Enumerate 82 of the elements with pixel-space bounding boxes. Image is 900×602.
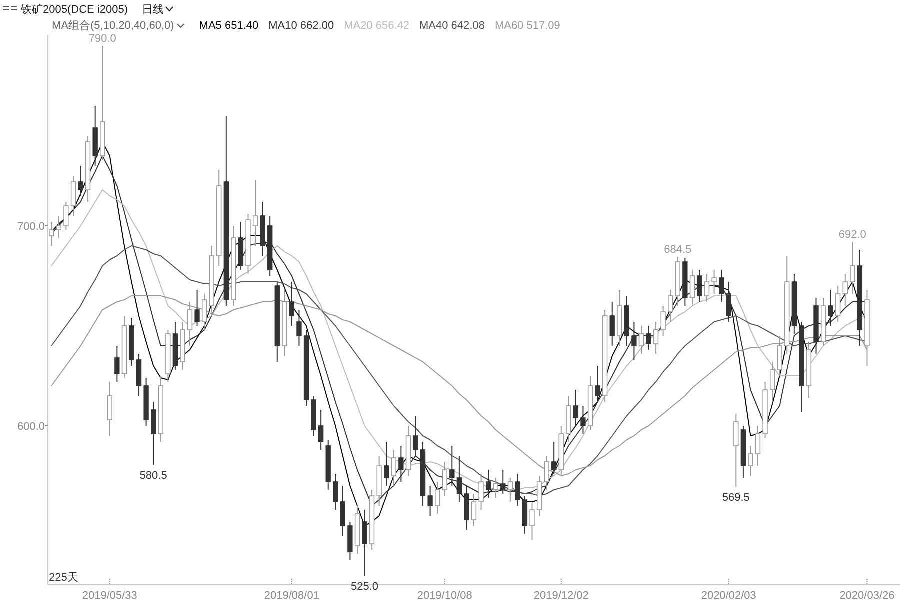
candlestick <box>442 462 448 496</box>
candlestick <box>151 402 156 466</box>
text: MA40 642.08 <box>420 20 485 32</box>
candlestick <box>712 270 717 294</box>
annotation: 684.5 <box>664 244 692 256</box>
candlestick <box>428 486 433 516</box>
candlestick <box>296 310 302 346</box>
candlestick <box>486 470 492 498</box>
x-tick-label: 2019/05/33 <box>82 590 138 602</box>
candlestick <box>690 270 696 306</box>
candlestick <box>391 450 396 486</box>
text: MA5 651.40 <box>199 20 259 32</box>
annotation: 790.0 <box>88 33 116 45</box>
candlestick <box>107 382 112 436</box>
candlestick <box>668 290 674 322</box>
candlestick <box>194 290 200 326</box>
text: MA60 517.09 <box>494 20 560 32</box>
candlestick <box>413 416 418 456</box>
candlestick <box>632 322 637 360</box>
chart-subtitle: 日线 <box>142 3 164 16</box>
candlestick <box>770 362 776 402</box>
candlestick <box>508 478 513 502</box>
annotation: 225天 <box>49 572 78 584</box>
candlestick <box>836 286 841 322</box>
annotation: 692.0 <box>838 229 866 241</box>
candlestick <box>704 274 710 302</box>
candlestick <box>471 494 477 526</box>
x-tick-label: 2019/12/02 <box>534 590 589 602</box>
candlestick <box>78 166 84 196</box>
candlestick <box>49 222 54 246</box>
candlestick <box>478 474 484 510</box>
x-tick-label: 2019/10/08 <box>417 590 472 602</box>
candlestick <box>384 442 390 486</box>
candlestick <box>456 456 462 502</box>
y-tick-label: 700.0 <box>17 221 45 233</box>
text: MA10 662.00 <box>268 20 334 32</box>
candlestick <box>610 302 615 346</box>
candlestick <box>318 410 324 450</box>
candlestick <box>450 446 455 486</box>
candlestick <box>552 442 557 474</box>
chart-title: 铁矿2005(DCE i2005) <box>20 3 128 16</box>
candlestick <box>660 306 666 336</box>
candlestick <box>289 282 295 326</box>
candlestick <box>64 202 69 230</box>
candlestick <box>333 474 338 510</box>
legend-title: MA组合(5,10,20,40,60,0) <box>52 19 174 32</box>
candlestick <box>573 390 579 426</box>
annotation: 569.5 <box>722 492 750 504</box>
candlestick <box>734 414 739 488</box>
candlestick <box>340 486 346 536</box>
candlestick <box>252 180 258 246</box>
y-tick-label: 600.0 <box>17 421 45 433</box>
candlestick <box>842 274 848 306</box>
candlestick <box>777 336 782 376</box>
annotation: 580.5 <box>140 470 168 482</box>
x-tick-label: 2020/03/26 <box>840 590 895 602</box>
candlestick <box>828 290 834 326</box>
candlestick <box>493 478 498 498</box>
candlestick <box>114 346 120 382</box>
candlestick <box>719 270 724 302</box>
candlestick <box>530 502 535 540</box>
x-tick-label: 2019/08/01 <box>264 590 320 602</box>
candlestick <box>580 406 586 434</box>
candlestick <box>500 470 506 494</box>
candlestick <box>187 302 193 346</box>
annotation: 525.0 <box>351 581 379 593</box>
candlestick <box>362 510 368 576</box>
candlestick <box>398 446 404 482</box>
candlestick <box>638 326 644 354</box>
x-tick-label: 2020/02/03 <box>701 590 756 602</box>
candlestick <box>653 322 659 354</box>
candlestick <box>850 242 856 294</box>
candlestick <box>646 326 652 350</box>
candlestick <box>697 270 702 302</box>
candlestick <box>70 176 76 216</box>
candlestick <box>435 482 440 514</box>
candlestick <box>755 426 761 466</box>
candlestick <box>56 216 62 238</box>
text: MA20 656.42 <box>344 20 410 32</box>
candlestick <box>595 366 600 402</box>
candlestick <box>726 282 732 322</box>
candlestick <box>748 446 754 476</box>
